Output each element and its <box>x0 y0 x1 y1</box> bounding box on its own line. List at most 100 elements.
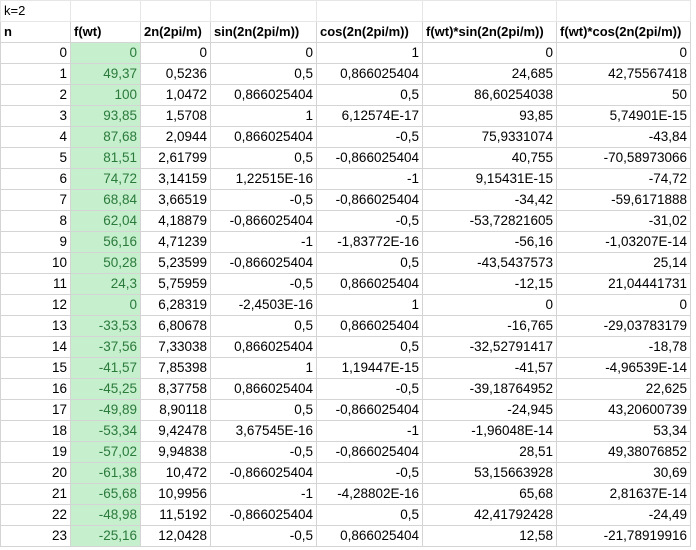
table-cell[interactable]: 1 <box>316 42 423 64</box>
fwt-cell[interactable]: -48,98 <box>70 504 141 526</box>
table-cell[interactable]: 65,68 <box>422 483 557 505</box>
empty-cell[interactable] <box>210 0 317 22</box>
table-cell[interactable]: 0 <box>0 42 71 64</box>
table-cell[interactable]: 42,41792428 <box>422 504 557 526</box>
table-cell[interactable]: 5 <box>0 147 71 169</box>
table-cell[interactable]: 1,0472 <box>140 84 211 106</box>
table-cell[interactable]: 0 <box>422 42 557 64</box>
fwt-cell[interactable]: 0 <box>70 42 141 64</box>
table-cell[interactable]: -59,6171888 <box>556 189 691 211</box>
table-cell[interactable]: 0,5236 <box>140 63 211 85</box>
table-cell[interactable]: 7 <box>0 189 71 211</box>
table-cell[interactable]: -24,945 <box>422 399 557 421</box>
table-cell[interactable]: 1 <box>0 63 71 85</box>
empty-cell[interactable] <box>422 0 557 22</box>
table-cell[interactable]: 13 <box>0 315 71 337</box>
table-cell[interactable]: 25,14 <box>556 252 691 274</box>
table-cell[interactable]: -0,866025404 <box>316 399 423 421</box>
column-header[interactable]: 2n(2pi/m) <box>140 21 211 43</box>
table-cell[interactable]: 0,866025404 <box>316 273 423 295</box>
table-cell[interactable]: -0,5 <box>210 441 317 463</box>
table-cell[interactable]: -12,15 <box>422 273 557 295</box>
table-cell[interactable]: 3 <box>0 105 71 127</box>
empty-cell[interactable] <box>316 0 423 22</box>
table-cell[interactable]: -1 <box>316 420 423 442</box>
table-cell[interactable]: 2,61799 <box>140 147 211 169</box>
table-cell[interactable]: 22 <box>0 504 71 526</box>
table-cell[interactable]: -1,96048E-14 <box>422 420 557 442</box>
table-cell[interactable]: 24,685 <box>422 63 557 85</box>
table-cell[interactable]: 42,75567418 <box>556 63 691 85</box>
table-cell[interactable]: -29,03783179 <box>556 315 691 337</box>
table-cell[interactable]: -0,866025404 <box>210 462 317 484</box>
table-cell[interactable]: 0 <box>422 294 557 316</box>
fwt-cell[interactable]: 93,85 <box>70 105 141 127</box>
column-header[interactable]: f(wt)*cos(2n(2pi/m)) <box>556 21 691 43</box>
fwt-cell[interactable]: 81,51 <box>70 147 141 169</box>
table-cell[interactable]: 5,23599 <box>140 252 211 274</box>
table-cell[interactable]: -43,84 <box>556 126 691 148</box>
table-cell[interactable]: 15 <box>0 357 71 379</box>
table-cell[interactable]: -53,72821605 <box>422 210 557 232</box>
table-cell[interactable]: 16 <box>0 378 71 400</box>
table-cell[interactable]: 0,5 <box>210 399 317 421</box>
column-header[interactable]: f(wt) <box>70 21 141 43</box>
table-cell[interactable]: 0,5 <box>316 504 423 526</box>
table-cell[interactable]: 75,9331074 <box>422 126 557 148</box>
column-header[interactable]: f(wt)*sin(2n(2pi/m)) <box>422 21 557 43</box>
table-cell[interactable]: 0,866025404 <box>210 84 317 106</box>
table-cell[interactable]: 0,5 <box>210 63 317 85</box>
table-cell[interactable]: 0 <box>210 42 317 64</box>
table-cell[interactable]: 6,28319 <box>140 294 211 316</box>
table-cell[interactable]: -0,5 <box>316 126 423 148</box>
table-cell[interactable]: 6,12574E-17 <box>316 105 423 127</box>
table-cell[interactable]: -0,866025404 <box>316 441 423 463</box>
table-cell[interactable]: -4,96539E-14 <box>556 357 691 379</box>
table-cell[interactable]: -1,03207E-14 <box>556 231 691 253</box>
table-cell[interactable]: 23 <box>0 525 71 547</box>
cell-k-label[interactable]: k=2 <box>0 0 71 22</box>
table-cell[interactable]: -0,866025404 <box>210 210 317 232</box>
table-cell[interactable]: 86,60254038 <box>422 84 557 106</box>
table-cell[interactable]: 7,33038 <box>140 336 211 358</box>
fwt-cell[interactable]: -65,68 <box>70 483 141 505</box>
table-cell[interactable]: -41,57 <box>422 357 557 379</box>
table-cell[interactable]: 8,37758 <box>140 378 211 400</box>
table-cell[interactable]: 5,74901E-15 <box>556 105 691 127</box>
table-cell[interactable]: 11 <box>0 273 71 295</box>
table-cell[interactable]: 18 <box>0 420 71 442</box>
table-cell[interactable]: 10,9956 <box>140 483 211 505</box>
empty-cell[interactable] <box>70 0 141 22</box>
table-cell[interactable]: 53,34 <box>556 420 691 442</box>
table-cell[interactable]: 3,14159 <box>140 168 211 190</box>
table-cell[interactable]: 3,66519 <box>140 189 211 211</box>
table-cell[interactable]: 0,866025404 <box>210 126 317 148</box>
table-cell[interactable]: 9,15431E-15 <box>422 168 557 190</box>
table-cell[interactable]: 21 <box>0 483 71 505</box>
table-cell[interactable]: 49,38076852 <box>556 441 691 463</box>
table-cell[interactable]: -0,5 <box>210 525 317 547</box>
table-cell[interactable]: -0,5 <box>316 378 423 400</box>
table-cell[interactable]: -4,28802E-16 <box>316 483 423 505</box>
fwt-cell[interactable]: -53,34 <box>70 420 141 442</box>
fwt-cell[interactable]: 24,3 <box>70 273 141 295</box>
fwt-cell[interactable]: -61,38 <box>70 462 141 484</box>
table-cell[interactable]: 0,866025404 <box>210 378 317 400</box>
table-cell[interactable]: 12,0428 <box>140 525 211 547</box>
table-cell[interactable]: 10 <box>0 252 71 274</box>
fwt-cell[interactable]: -57,02 <box>70 441 141 463</box>
table-cell[interactable]: 1,5708 <box>140 105 211 127</box>
table-cell[interactable]: -16,765 <box>422 315 557 337</box>
table-cell[interactable]: 0,5 <box>210 315 317 337</box>
table-cell[interactable]: 9 <box>0 231 71 253</box>
table-cell[interactable]: 0,866025404 <box>316 525 423 547</box>
fwt-cell[interactable]: -33,53 <box>70 315 141 337</box>
table-cell[interactable]: -18,78 <box>556 336 691 358</box>
table-cell[interactable]: 50 <box>556 84 691 106</box>
table-cell[interactable]: 22,625 <box>556 378 691 400</box>
fwt-cell[interactable]: 56,16 <box>70 231 141 253</box>
table-cell[interactable]: 2,0944 <box>140 126 211 148</box>
table-cell[interactable]: 8,90118 <box>140 399 211 421</box>
table-cell[interactable]: -0,5 <box>316 210 423 232</box>
table-cell[interactable]: -0,866025404 <box>316 189 423 211</box>
